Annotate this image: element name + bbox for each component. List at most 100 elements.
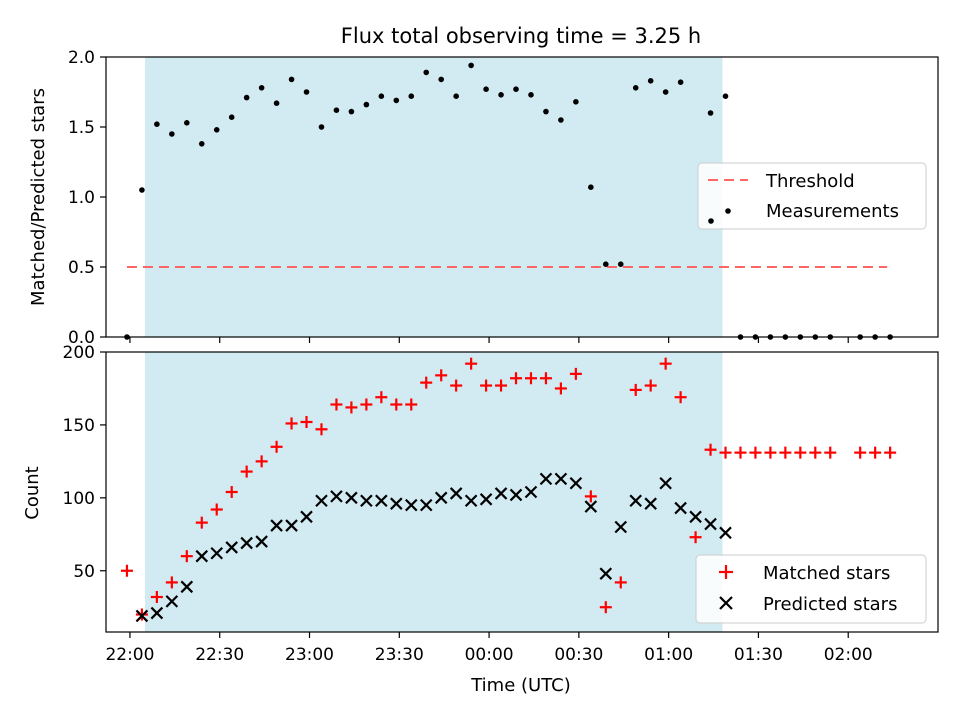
matched-star-point xyxy=(465,357,478,370)
measurement-point xyxy=(453,93,459,99)
measurement-point xyxy=(228,114,235,120)
measurement-point xyxy=(348,108,355,115)
legend-measurements-swatch-1 xyxy=(708,218,714,224)
matched-star-point xyxy=(734,446,747,459)
predicted-star-point xyxy=(255,535,268,548)
x-tick-label: 22:00 xyxy=(105,645,154,665)
matched-star-point xyxy=(674,391,687,404)
predicted-x-b xyxy=(165,595,179,608)
matched-star-point xyxy=(120,564,133,577)
predicted-star-point xyxy=(419,498,433,512)
predicted-star-point xyxy=(479,493,493,506)
matched-star-point xyxy=(480,379,493,392)
measurement-point xyxy=(707,110,714,116)
predicted-star-point xyxy=(135,609,149,623)
matched-star-point xyxy=(884,446,897,459)
predicted-x-b xyxy=(524,485,538,499)
predicted-star-point xyxy=(195,549,209,563)
top-y-tick-label: 1.0 xyxy=(68,188,95,208)
matched-star-point xyxy=(644,379,657,392)
matched-star-point xyxy=(539,372,552,385)
bottom-y-axis: 50 100 150 200 xyxy=(63,343,106,582)
predicted-star-point xyxy=(509,488,523,502)
matched-star-point xyxy=(210,503,223,516)
predicted-x-b xyxy=(719,526,732,540)
top-y-tick-label: 0.5 xyxy=(68,258,95,278)
matched-star-point xyxy=(689,531,702,544)
matched-star-point xyxy=(794,446,807,459)
predicted-star-point xyxy=(539,472,553,486)
bottom-plot-marks xyxy=(120,357,897,623)
predicted-star-point xyxy=(569,476,583,490)
predicted-x-b xyxy=(509,488,523,502)
measurement-point xyxy=(602,261,609,268)
bottom-y-tick-label: 150 xyxy=(63,416,95,436)
x-tick-label: 23:00 xyxy=(285,645,334,665)
predicted-star-point xyxy=(225,541,238,554)
predicted-star-point xyxy=(599,567,613,580)
predicted-x-b xyxy=(494,487,508,500)
measurement-point xyxy=(393,97,400,104)
top-y-axis-label: Matched/Predicted stars xyxy=(28,88,49,306)
matched-star-point xyxy=(285,417,298,430)
measurement-point xyxy=(483,86,489,92)
predicted-x-b xyxy=(180,580,194,594)
measurement-point xyxy=(154,121,160,127)
bottom-legend-box xyxy=(695,554,927,624)
matched-star-point xyxy=(704,443,717,456)
predicted-star-point xyxy=(719,526,732,540)
measurement-point xyxy=(318,124,325,130)
predicted-star-point xyxy=(210,546,224,560)
x-tick-label: 01:00 xyxy=(644,645,693,665)
predicted-x-b xyxy=(345,491,358,505)
matched-star-point xyxy=(524,372,537,385)
measurement-point xyxy=(513,86,519,92)
matched-star-point xyxy=(435,369,448,382)
predicted-x-b xyxy=(375,494,388,508)
matched-star-point xyxy=(599,601,612,614)
predicted-star-point xyxy=(524,485,538,499)
measurement-point xyxy=(558,117,564,123)
predicted-star-point xyxy=(315,494,328,508)
measurement-point xyxy=(169,131,175,137)
predicted-star-point xyxy=(375,494,388,508)
predicted-x-b xyxy=(584,500,598,513)
matched-star-point xyxy=(764,446,777,459)
legend-predicted-swatch xyxy=(719,596,733,610)
predicted-star-point xyxy=(629,494,643,508)
top-y-tick-label: 1.5 xyxy=(68,118,95,138)
measurement-point xyxy=(333,107,340,113)
measurement-point xyxy=(543,108,549,115)
matched-star-point xyxy=(809,446,822,459)
legend-measurements-label: Measurements xyxy=(766,201,899,222)
predicted-x-b xyxy=(614,520,628,534)
predicted-star-point xyxy=(330,490,343,503)
predicted-x-b xyxy=(644,497,657,510)
measurement-point xyxy=(617,261,624,268)
top-legend-box xyxy=(697,162,927,230)
top-y-tick-label: 2.0 xyxy=(68,48,95,68)
matched-star-point xyxy=(180,550,193,563)
predicted-x-b xyxy=(674,501,687,515)
matched-star-point xyxy=(330,398,343,411)
predicted-x-b xyxy=(479,493,493,506)
matched-star-point xyxy=(554,382,567,395)
matched-star-point xyxy=(584,490,597,503)
predicted-star-point xyxy=(270,519,283,532)
predicted-star-point xyxy=(150,606,164,620)
bottom-shaded-region xyxy=(144,352,723,632)
bottom-y-tick-label: 50 xyxy=(73,562,95,582)
predicted-star-point xyxy=(449,487,463,500)
predicted-x-b xyxy=(210,546,224,560)
predicted-x-b xyxy=(434,491,448,505)
predicted-star-point xyxy=(644,497,657,510)
matched-star-point xyxy=(165,576,178,589)
measurement-point xyxy=(258,85,265,91)
matched-star-point xyxy=(779,446,792,459)
top-plot-marks xyxy=(124,62,893,340)
predicted-star-point xyxy=(285,519,298,532)
predicted-x-b xyxy=(659,476,672,490)
matched-star-point xyxy=(300,416,313,428)
matched-star-point xyxy=(719,446,732,459)
matched-star-point xyxy=(270,440,283,453)
